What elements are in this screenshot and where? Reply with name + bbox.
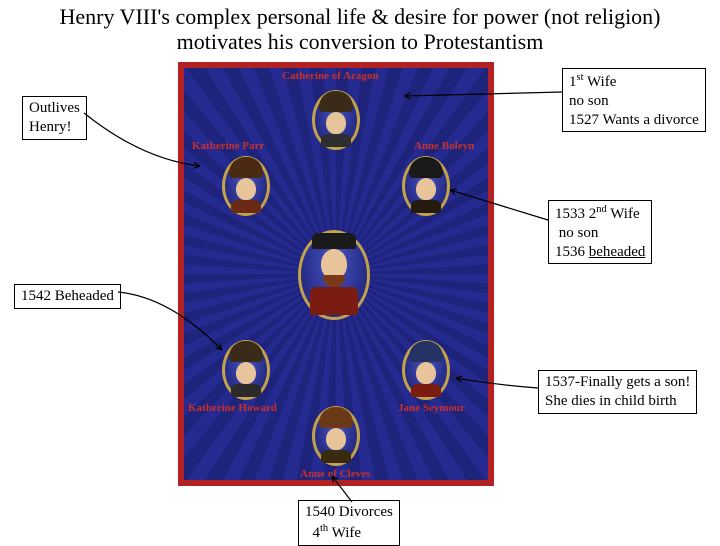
- label-anne_cleves: Anne of Cleves: [300, 468, 370, 480]
- label-katherine_parr: Katherine Parr: [192, 140, 264, 152]
- title-line-2: motivates his conversion to Protestantis…: [177, 29, 544, 54]
- label-anne_boleyn: Anne Boleyn: [414, 140, 474, 152]
- label-jane_seymour: Jane Seymour: [398, 402, 465, 414]
- title-line-1: Henry VIII's complex personal life & des…: [59, 4, 660, 29]
- portrait-jane_seymour: [402, 340, 450, 400]
- callout-wife2: 1533 2nd Wife no son1536 beheaded: [548, 200, 652, 264]
- callout-wife4: 1540 Divorces 4th Wife: [298, 500, 400, 546]
- page-title: Henry VIII's complex personal life & des…: [0, 0, 720, 61]
- portrait-katherine_howard: [222, 340, 270, 400]
- label-catherine_aragon: Catherine of Aragon: [282, 70, 379, 82]
- callout-wife6: OutlivesHenry!: [22, 96, 87, 140]
- portrait-henry: [298, 230, 370, 320]
- portrait-anne_boleyn: [402, 156, 450, 216]
- portrait-katherine_parr: [222, 156, 270, 216]
- portrait-anne_cleves: [312, 406, 360, 466]
- callout-wife3: 1537-Finally gets a son!She dies in chil…: [538, 370, 697, 414]
- callout-wife5: 1542 Beheaded: [14, 284, 121, 309]
- callout-wife1: 1st Wifeno son1527 Wants a divorce: [562, 68, 706, 132]
- wives-portrait-panel: Catherine of Aragon Anne Boleyn Katherine …: [178, 62, 494, 486]
- label-katherine_howard: Katherine Howard: [188, 402, 277, 414]
- portrait-catherine_aragon: [312, 90, 360, 150]
- panel-canvas: Catherine of Aragon Anne Boleyn Katherine …: [184, 68, 488, 480]
